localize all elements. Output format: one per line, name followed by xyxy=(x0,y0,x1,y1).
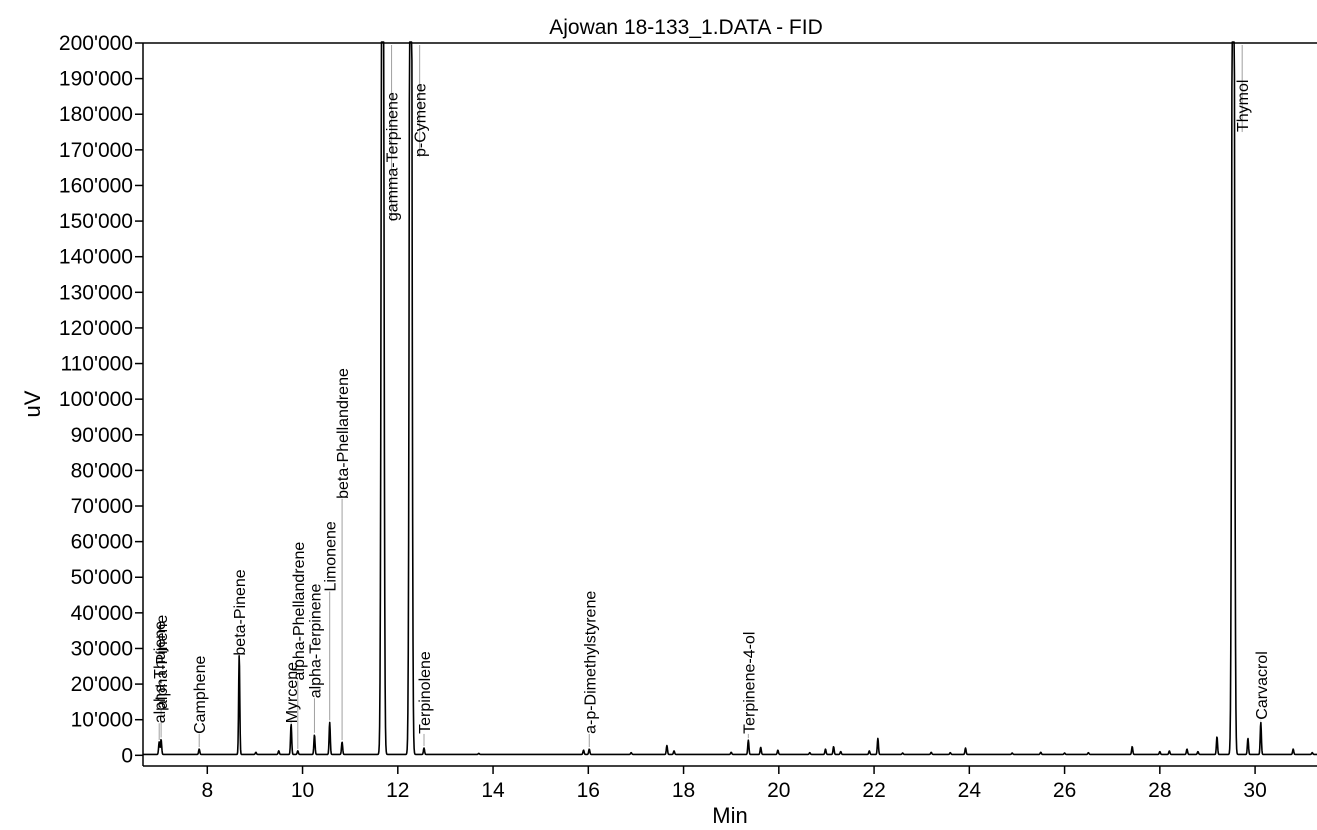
x-tick-label: 8 xyxy=(201,779,213,802)
x-tick-label: 14 xyxy=(481,779,505,802)
x-tick-label: 10 xyxy=(291,779,314,802)
peak-label: p-Cymene xyxy=(413,83,430,157)
peak-label: Carvacrol xyxy=(1254,651,1271,719)
x-tick-label: 16 xyxy=(577,779,600,802)
peak-label: Myrcene xyxy=(284,662,301,723)
y-tick-label: 130'000 xyxy=(59,281,133,304)
peak-label: Limonene xyxy=(323,521,340,591)
x-axis-ticks: 8 10 12 14 16 18 20 22 24 26 28 30 xyxy=(201,766,1267,802)
peak-label: gamma-Terpinene xyxy=(385,92,402,221)
y-tick-label: 140'000 xyxy=(59,246,133,269)
peak-label: a-p-Dimethylstyrene xyxy=(582,591,599,734)
x-tick-label: 22 xyxy=(862,779,885,802)
x-tick-label: 12 xyxy=(386,779,409,802)
y-tick-label: 120'000 xyxy=(59,317,133,340)
peak-label: beta-Phellandrene xyxy=(335,368,352,499)
x-tick-label: 26 xyxy=(1053,779,1076,802)
y-tick-label: 100'000 xyxy=(59,388,133,411)
peak-label: Camphene xyxy=(192,656,209,734)
y-tick-label: 0 xyxy=(121,744,133,767)
x-tick-label: 18 xyxy=(672,779,695,802)
y-tick-label: 30'000 xyxy=(71,637,133,660)
y-axis-ticks: 0 10'000 20'000 30'000 40'000 50'000 60'000 70'… xyxy=(59,32,143,767)
y-tick-label: 90'000 xyxy=(71,424,133,447)
y-tick-label: 110'000 xyxy=(60,353,133,376)
y-tick-label: 60'000 xyxy=(71,531,133,554)
peak-label: alpha-Thujene xyxy=(152,621,169,723)
peak-label: alpha-Pinene xyxy=(154,615,171,709)
y-tick-label: 50'000 xyxy=(71,566,133,589)
peak-label: beta-Pinene xyxy=(232,569,249,655)
y-tick-label: 200'000 xyxy=(59,32,133,55)
peak-label: alpha-Phellandrene xyxy=(291,542,308,681)
y-tick-label: 70'000 xyxy=(71,495,133,518)
peak-marker-layer xyxy=(158,45,1262,749)
y-tick-label: 170'000 xyxy=(59,139,133,162)
x-tick-label: 24 xyxy=(958,779,982,802)
peak-label: Thymol xyxy=(1235,80,1252,132)
x-tick-label: 30 xyxy=(1243,779,1266,802)
y-tick-label: 150'000 xyxy=(59,210,133,233)
y-tick-label: 80'000 xyxy=(71,459,133,482)
y-tick-label: 20'000 xyxy=(71,673,133,696)
y-tick-label: 190'000 xyxy=(59,68,133,91)
y-tick-label: 40'000 xyxy=(71,602,133,625)
y-tick-label: 180'000 xyxy=(59,103,133,126)
chromatogram-trace xyxy=(142,41,1317,756)
peak-label: Terpinolene xyxy=(417,651,434,734)
x-tick-label: 28 xyxy=(1148,779,1171,802)
y-tick-label: 10'000 xyxy=(71,709,133,732)
x-axis-title: Min xyxy=(712,803,747,828)
y-tick-label: 160'000 xyxy=(59,174,133,197)
peak-label: Terpinene-4-ol xyxy=(741,632,758,734)
chart-title: Ajowan 18-133_1.DATA - FID xyxy=(549,16,823,39)
y-axis-title: uV xyxy=(20,390,45,417)
x-tick-label: 20 xyxy=(767,779,790,802)
peak-label: alpha-Terpinene xyxy=(308,583,325,698)
